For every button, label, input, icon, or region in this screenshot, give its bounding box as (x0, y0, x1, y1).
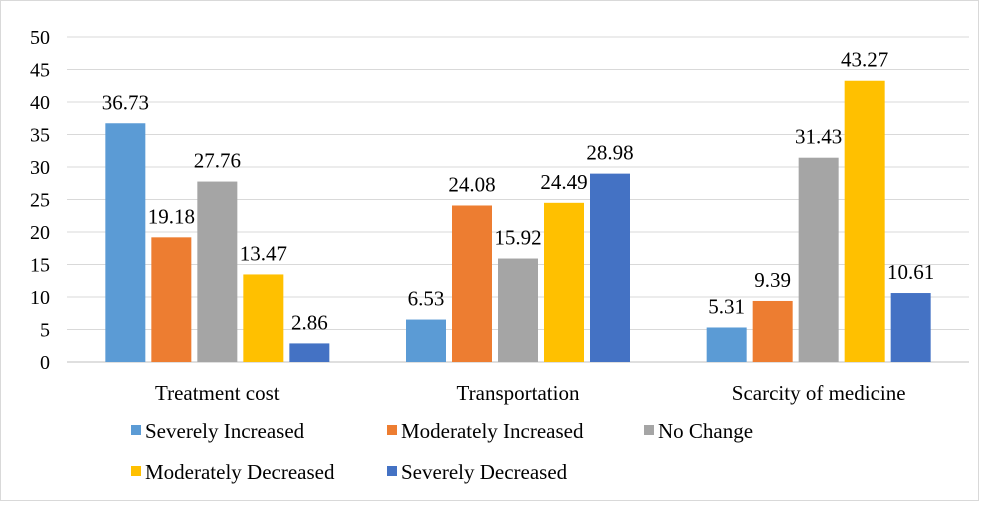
y-tick-label: 0 (40, 352, 50, 374)
data-label: 43.27 (841, 48, 888, 72)
bar (890, 293, 931, 362)
data-label: 10.61 (887, 260, 934, 284)
data-label: 2.86 (291, 310, 328, 334)
legend-label: No Change (658, 419, 753, 443)
y-axis-ticks: 0 5 10 15 20 25 30 35 40 45 50 (30, 27, 50, 374)
legend-label: Moderately Decreased (145, 460, 335, 484)
data-label: 31.43 (795, 125, 842, 149)
data-label: 6.53 (408, 287, 445, 311)
legend-swatch (387, 425, 397, 435)
category-label: Scarcity of medicine (732, 381, 906, 405)
bars (105, 80, 931, 363)
data-label: 28.98 (586, 141, 633, 165)
y-tick-label: 35 (30, 125, 50, 147)
legend-swatch (131, 425, 141, 435)
data-label: 15.92 (494, 226, 541, 250)
data-label: 27.76 (194, 149, 241, 173)
bar (197, 181, 238, 362)
legend-swatch (387, 466, 397, 476)
data-label: 24.08 (448, 172, 495, 196)
legend: Severely Increased Moderately Increased No… (131, 419, 753, 484)
bar (151, 237, 192, 362)
legend-label: Moderately Increased (401, 419, 584, 443)
bar (452, 205, 492, 362)
bar (289, 343, 330, 362)
category-label: Treatment cost (155, 381, 280, 405)
bar (498, 258, 538, 362)
bar (544, 202, 584, 362)
legend-label: Severely Decreased (401, 460, 568, 484)
y-tick-label: 5 (40, 320, 50, 342)
data-label: 24.49 (540, 170, 587, 194)
y-tick-label: 50 (30, 27, 50, 49)
bar (752, 300, 793, 362)
y-tick-label: 20 (30, 222, 50, 244)
y-tick-label: 25 (30, 190, 50, 212)
y-tick-label: 30 (30, 157, 50, 179)
data-label: 13.47 (240, 241, 287, 265)
data-label: 9.39 (754, 268, 791, 292)
x-axis-categories: Treatment cost Transportation Scarcity of … (155, 381, 906, 405)
data-labels: 36.73 19.18 27.76 13.47 2.86 6.53 24.08 15.92 24… (102, 48, 935, 335)
bar (844, 80, 885, 363)
legend-swatch (131, 466, 141, 476)
y-tick-label: 10 (30, 287, 50, 309)
bar (798, 157, 839, 362)
bar (105, 123, 146, 362)
bar (406, 319, 446, 362)
data-label: 19.18 (148, 204, 195, 228)
bar (590, 173, 630, 362)
y-tick-label: 40 (30, 92, 50, 114)
legend-label: Severely Increased (145, 419, 305, 443)
bar (243, 274, 284, 362)
bar (706, 327, 747, 362)
legend-swatch (644, 425, 654, 435)
data-label: 36.73 (102, 90, 149, 114)
data-label: 5.31 (708, 294, 745, 318)
y-tick-label: 15 (30, 255, 50, 277)
category-label: Transportation (457, 381, 580, 405)
y-tick-label: 45 (30, 60, 50, 82)
